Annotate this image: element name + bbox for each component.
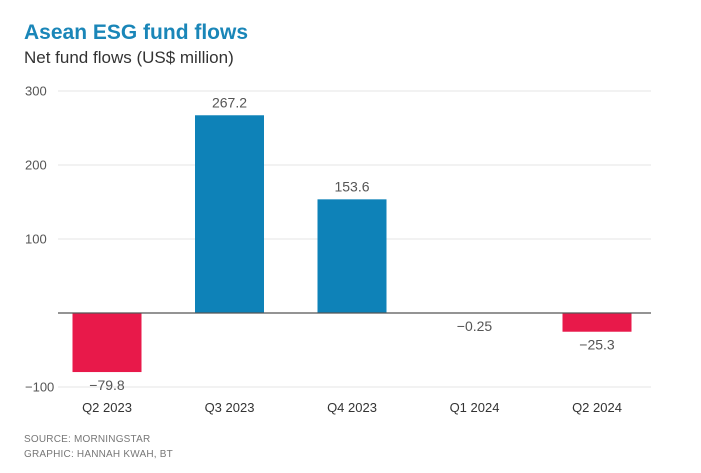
chart-title: Asean ESG fund flows <box>24 21 249 44</box>
bar <box>562 313 632 332</box>
y-tick-label: 300 <box>25 84 47 99</box>
x-tick-label: Q3 2023 <box>205 400 255 415</box>
x-tick-label: Q4 2023 <box>327 400 377 415</box>
bar <box>195 115 264 313</box>
graphic-credit: GRAPHIC: HANNAH KWAH, BT <box>24 449 173 460</box>
x-tick-label: Q2 2023 <box>82 400 132 415</box>
data-label: 153.6 <box>334 178 369 194</box>
bar <box>317 199 387 313</box>
bar <box>72 313 142 373</box>
data-label: 267.2 <box>212 94 247 110</box>
source-note: SOURCE: MORNINGSTAR <box>24 434 151 445</box>
data-label: −0.25 <box>457 318 493 334</box>
data-label: −25.3 <box>579 337 615 353</box>
x-tick-label: Q2 2024 <box>572 400 622 415</box>
y-tick-label: −100 <box>25 380 54 395</box>
bar-chart: −100 100 200 300 −79.8 Q2 2023 267.2 Q3 2023 153… <box>25 84 651 415</box>
x-tick-label: Q1 2024 <box>450 400 500 415</box>
y-tick-label: 200 <box>25 158 47 173</box>
y-tick-label: 100 <box>25 232 47 247</box>
data-label: −79.8 <box>89 377 125 393</box>
chart-subtitle: Net fund flows (US$ million) <box>24 48 234 67</box>
